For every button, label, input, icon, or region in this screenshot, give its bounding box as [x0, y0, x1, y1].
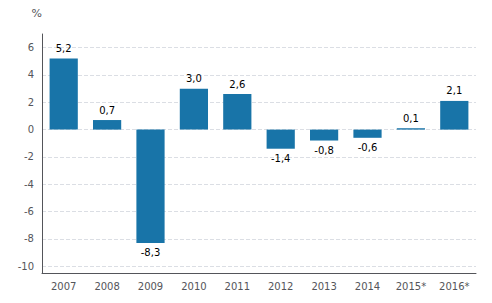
- svg-text:-10: -10: [18, 261, 34, 272]
- svg-text:2,6: 2,6: [229, 79, 245, 90]
- svg-text:-8: -8: [24, 233, 34, 244]
- svg-text:0: 0: [28, 124, 34, 135]
- svg-text:2014: 2014: [355, 281, 380, 292]
- svg-text:2,1: 2,1: [446, 85, 462, 96]
- svg-text:-4: -4: [24, 179, 34, 190]
- svg-text:0,1: 0,1: [403, 113, 419, 124]
- svg-text:3,0: 3,0: [186, 73, 202, 84]
- svg-text:2011: 2011: [225, 281, 250, 292]
- svg-text:4: 4: [28, 69, 34, 80]
- svg-text:-1,4: -1,4: [271, 153, 291, 164]
- svg-text:-6: -6: [24, 206, 34, 217]
- svg-text:-0,8: -0,8: [314, 145, 334, 156]
- svg-text:2015*: 2015*: [396, 281, 426, 292]
- svg-text:2013: 2013: [311, 281, 336, 292]
- svg-text:2008: 2008: [94, 281, 119, 292]
- svg-text:2012: 2012: [268, 281, 293, 292]
- svg-text:2009: 2009: [138, 281, 163, 292]
- svg-text:2007: 2007: [51, 281, 76, 292]
- svg-text:2016*: 2016*: [439, 281, 469, 292]
- svg-text:2010: 2010: [181, 281, 206, 292]
- svg-text:-8,3: -8,3: [141, 247, 161, 258]
- svg-text:6: 6: [28, 42, 34, 53]
- svg-text:-2: -2: [24, 151, 34, 162]
- svg-text:2: 2: [28, 97, 34, 108]
- svg-text:0,7: 0,7: [99, 105, 115, 116]
- svg-text:5,2: 5,2: [56, 43, 72, 54]
- svg-text:-0,6: -0,6: [358, 142, 378, 153]
- svg-text:%: %: [32, 7, 42, 20]
